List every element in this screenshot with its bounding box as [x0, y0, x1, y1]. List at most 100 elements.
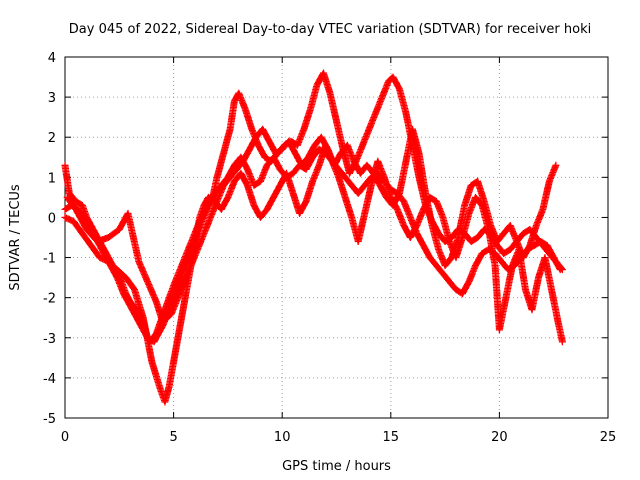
data-point-marks: [217, 195, 231, 213]
data-point-marks: [61, 213, 76, 225]
data-point-marks: [320, 69, 333, 96]
y-tick-label: -4: [43, 372, 56, 387]
data-point-marks: [139, 314, 156, 364]
data-point-marks: [452, 235, 466, 262]
data-point-marks: [237, 169, 251, 188]
data-point-marks: [413, 207, 427, 229]
data-point-marks: [165, 359, 177, 390]
data-point-marks: [220, 127, 234, 157]
y-tick-label: -3: [43, 332, 56, 347]
data-point-marks: [539, 242, 552, 256]
data-point-marks: [81, 213, 94, 232]
data-point-marks: [393, 205, 407, 228]
y-tick-label: -5: [43, 412, 56, 427]
series-track-d: [63, 125, 560, 326]
data-point-marks: [302, 179, 316, 205]
data-point-marks: [152, 298, 166, 324]
data-point-marks: [372, 95, 385, 117]
data-point-marks: [126, 302, 140, 320]
data-point-marks: [165, 291, 179, 314]
data-point-marks: [263, 195, 277, 213]
data-point-marks: [541, 254, 555, 292]
x-tick-label: 25: [600, 430, 617, 445]
data-point-marks: [300, 107, 314, 133]
data-point-marks: [183, 235, 197, 257]
data-point-marks: [326, 89, 340, 124]
y-axis-label: SDTVAR / TECUs: [8, 184, 23, 291]
data-point-marks: [296, 199, 309, 217]
data-point: [552, 161, 560, 169]
data-point-marks: [72, 205, 90, 232]
data-point-marks: [495, 295, 510, 334]
data-point-marks: [194, 231, 207, 253]
data-point-marks: [170, 267, 183, 290]
data-point-marks: [480, 197, 494, 228]
data-point-marks: [354, 183, 368, 197]
data-point-marks: [124, 209, 142, 264]
data-point-marks: [500, 246, 513, 257]
data-point-marks: [293, 127, 307, 149]
data-point-marks: [341, 193, 355, 220]
data-point-marks: [243, 181, 257, 208]
data-point-marks: [441, 255, 455, 270]
x-tick-label: 20: [491, 430, 508, 445]
data-point-marks: [159, 311, 174, 326]
data-point-marks: [330, 151, 344, 169]
data-point-marks: [178, 255, 192, 278]
x-tick-label: 0: [61, 430, 69, 445]
data-point-marks: [428, 222, 442, 252]
data-point-marks: [415, 149, 429, 196]
chart-title: Day 045 of 2022, Sidereal Day-to-day VTE…: [69, 22, 591, 37]
data-point-marks: [113, 274, 127, 296]
data-point-marks: [148, 358, 164, 392]
data-point: [558, 266, 566, 274]
data-point-marks: [359, 127, 372, 149]
data-point-marks: [333, 117, 347, 152]
data-point-marks: [309, 163, 322, 185]
data-points: [61, 69, 566, 406]
data-point-marks: [104, 226, 122, 241]
data-point-marks: [422, 189, 436, 228]
data-point-marks: [283, 169, 297, 196]
data-point-marks: [472, 251, 485, 270]
data-point-marks: [254, 141, 268, 160]
data-point-marks: [144, 278, 160, 304]
data-point-marks: [65, 189, 79, 204]
data-point-marks: [298, 154, 311, 169]
data-point-marks: [354, 211, 368, 245]
data-point-marks: [409, 141, 423, 180]
data-point-marks: [70, 218, 85, 236]
data-point-marks: [448, 235, 462, 262]
data-point-marks: [233, 158, 246, 173]
data-point-marks: [548, 286, 562, 324]
y-tick-label: 2: [48, 131, 56, 146]
data-point-marks: [250, 178, 263, 189]
data-point-marks: [235, 89, 249, 112]
data-point-marks: [432, 197, 446, 220]
data-point-marks: [365, 111, 379, 133]
data-point-marks: [461, 183, 475, 209]
data-point-marks: [361, 183, 375, 217]
data-point-marks: [170, 335, 182, 366]
x-tick-label: 5: [169, 430, 177, 445]
data-point: [558, 338, 566, 346]
data-point-marks: [78, 230, 94, 248]
data-point-marks: [174, 311, 186, 342]
data-point-marks: [341, 173, 355, 188]
data-point-marks: [532, 207, 546, 229]
data-point-marks: [378, 79, 392, 101]
data-point-marks: [113, 266, 129, 281]
y-tick-label: -1: [43, 252, 56, 267]
data-point-marks: [304, 143, 318, 161]
axis-ticks: 0 5 10 15 20 25 -5 -4 -3 -2 -1 0 1 2 3 4: [43, 51, 616, 445]
data-point-marks: [439, 270, 452, 284]
data-point-marks: [528, 275, 542, 314]
data-point-marks: [439, 213, 453, 244]
data-point-marks: [104, 258, 120, 273]
data-point-marks: [243, 165, 257, 188]
data-point-marks: [220, 175, 233, 189]
data-point-marks: [187, 247, 201, 270]
data-point-marks: [474, 177, 488, 204]
data-point-marks: [302, 155, 316, 173]
